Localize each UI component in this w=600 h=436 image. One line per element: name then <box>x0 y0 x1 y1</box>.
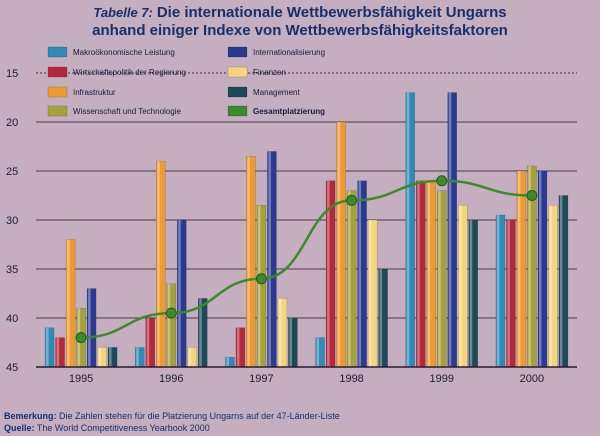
bar-highlight <box>438 190 441 367</box>
legend-item-swatch <box>227 66 248 78</box>
bar-highlight <box>257 205 261 367</box>
bar-highlight <box>278 298 282 367</box>
legend-item-label: Wissenschaft und Technologie <box>73 107 181 116</box>
legend-item-swatch <box>227 86 248 98</box>
legend-item-swatch <box>47 46 68 58</box>
grid-layer <box>36 72 577 319</box>
bar-highlight <box>538 171 542 367</box>
legend-item-label: Infrastruktur <box>73 88 116 97</box>
bar-highlight <box>157 161 160 367</box>
bar-highlight <box>417 180 420 367</box>
line-point <box>75 332 87 344</box>
bar-highlight <box>67 239 70 367</box>
x-tick-label: 1995 <box>69 373 93 385</box>
note-label: Bemerkung: <box>4 411 57 421</box>
bar-highlight <box>358 180 362 367</box>
x-tick-label: 1997 <box>249 373 273 385</box>
bar-highlight <box>167 283 171 367</box>
legend-item-label: Internationalisierung <box>253 48 325 57</box>
line-point <box>346 194 358 206</box>
bar-highlight <box>406 92 410 367</box>
bar-highlight <box>146 318 150 367</box>
legend-item-swatch <box>47 86 68 98</box>
chart-title: Tabelle 7: Die internationale Wettbewerbs… <box>0 4 600 40</box>
bar-highlight <box>379 269 383 367</box>
note-text: Die Zahlen stehen für die Platzierung Un… <box>59 411 340 421</box>
legend-item-swatch <box>227 46 248 58</box>
title-line-1: Die internationale Wettbewerbsfähigkeit … <box>156 4 507 21</box>
line-point <box>436 175 448 187</box>
y-tick-label: 15 <box>6 68 18 80</box>
x-tick-label: 1996 <box>159 373 183 385</box>
y-tick-label: 25 <box>6 166 18 178</box>
y-tick-label: 20 <box>6 117 18 129</box>
bar-highlight <box>369 220 372 367</box>
table-label: Tabelle 7: <box>93 5 153 20</box>
bar-highlight <box>559 195 563 367</box>
x-tick-label: 1998 <box>339 373 363 385</box>
bar-highlight <box>316 337 320 367</box>
line-point <box>255 273 267 285</box>
y-tick-label: 40 <box>6 313 18 325</box>
bar-highlight <box>289 318 292 367</box>
source-label: Quelle: <box>4 423 35 433</box>
footer: Bemerkung: Die Zahlen stehen für die Pla… <box>4 410 340 434</box>
legend-item-label: Makroökonomische Leistung <box>73 48 175 57</box>
legend-item-label: Finanzen <box>253 68 286 77</box>
line-point <box>526 190 538 201</box>
bar-highlight <box>88 288 91 367</box>
bar-highlight <box>549 205 552 367</box>
bar-highlight <box>459 205 462 367</box>
bar-highlight <box>109 347 112 367</box>
line-series-path <box>81 179 532 339</box>
legend-item-label: Wirtschaftspolitik der Regierung <box>73 68 186 77</box>
bar-highlight <box>236 327 240 367</box>
bar-highlight <box>327 180 330 367</box>
bar-highlight <box>507 220 510 367</box>
bar-highlight <box>517 171 521 367</box>
line-layer <box>75 175 538 344</box>
title-line-2: anhand einiger Indexe von Wettbewerbsfäh… <box>92 22 508 39</box>
y-tick-label: 30 <box>6 215 18 227</box>
legend-item-line-label: Gesamtplatzierung <box>253 107 325 116</box>
line-point <box>165 307 177 319</box>
bar-highlight <box>98 347 102 367</box>
bar-highlight <box>528 166 531 367</box>
y-tick-label: 45 <box>6 362 18 374</box>
source-text: The World Competitiveness Yearbook 2000 <box>36 423 210 433</box>
bar-highlight <box>178 220 181 367</box>
y-tick-label: 35 <box>6 264 18 276</box>
bar-highlight <box>226 357 229 367</box>
legend: Makroökonomische Leistung Wirtschaftspoli… <box>47 46 325 117</box>
bars-layer <box>44 92 569 368</box>
bar-highlight <box>427 180 431 367</box>
bar-highlight <box>199 298 202 367</box>
footer-note: Bemerkung: Die Zahlen stehen für die Pla… <box>4 410 340 422</box>
bar-highlight <box>188 347 192 367</box>
bar-highlight <box>268 151 271 367</box>
x-tick-label: 1999 <box>430 373 454 385</box>
bar-highlight <box>496 215 500 367</box>
legend-item-swatch <box>47 105 68 117</box>
bar-highlight <box>337 122 341 367</box>
x-tick-label: 2000 <box>520 373 544 385</box>
bar-highlight <box>247 156 250 367</box>
bar-highlight <box>469 220 473 367</box>
bar-highlight <box>348 190 351 367</box>
footer-source: Quelle: The World Competitiveness Yearbo… <box>4 422 340 434</box>
axis-layer: 15 20 25 30 35 40 45 1995 1996 1997 1998 1999 2000 <box>6 68 577 385</box>
legend-item-swatch <box>47 66 68 78</box>
legend-item-label: Management <box>253 88 300 97</box>
legend-item-line-swatch <box>227 105 248 117</box>
bar-highlight <box>136 347 139 367</box>
bar-highlight <box>448 92 452 367</box>
bar-highlight <box>56 337 60 367</box>
bar-highlight <box>46 327 49 367</box>
